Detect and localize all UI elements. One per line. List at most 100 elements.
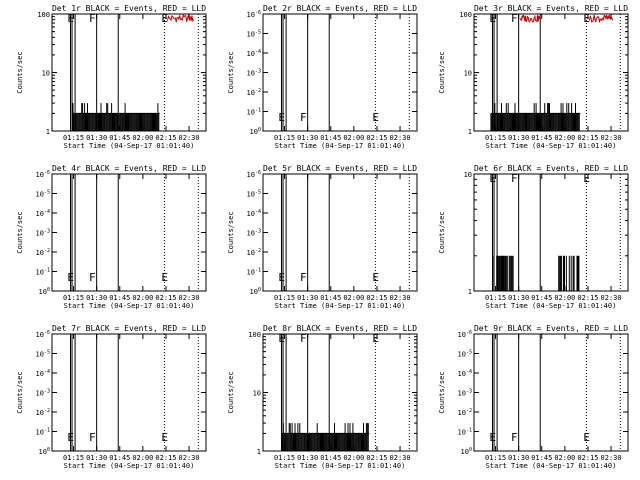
x-tick-label: 01:45	[109, 134, 130, 142]
event-marker-label: F	[511, 12, 518, 25]
panel-det-8: Det 8r BLACK = Events, RED = LLD Counts/s…	[227, 324, 418, 470]
x-axis-label: Start Time (04-Sep-17 01:01:40)	[486, 462, 617, 470]
y-tick-label: 100	[39, 287, 50, 296]
x-axis-label: Start Time (04-Sep-17 01:01:40)	[64, 302, 195, 310]
panel-det-3: Det 3r BLACK = Events, RED = LLD Counts/s…	[438, 4, 629, 150]
x-tick-label: 02:30	[390, 294, 411, 302]
y-tick-label: 10-1	[247, 268, 261, 277]
panel-title: Det 8r BLACK = Events, RED = LLD	[263, 324, 417, 333]
x-tick-label: 01:30	[508, 294, 529, 302]
y-axis-label: Counts/sec	[227, 211, 235, 253]
y-tick-label: 10-4	[36, 369, 50, 378]
panel-det-5: Det 5r BLACK = Events, RED = LLD Counts/s…	[227, 164, 418, 310]
panel-det-7: Det 7r BLACK = Events, RED = LLD Counts/s…	[16, 324, 207, 470]
panel-det-2: Det 2r BLACK = Events, RED = LLD Counts/s…	[227, 4, 418, 150]
y-tick-label: 10-6	[36, 330, 50, 339]
x-tick-label: 02:30	[601, 134, 622, 142]
event-marker-label: E	[67, 431, 74, 444]
y-tick-label: 10-6	[247, 10, 261, 19]
event-marker-label: F	[300, 271, 307, 284]
x-tick-label: 01:45	[531, 454, 552, 462]
y-axis-label: Counts/sec	[16, 371, 24, 413]
y-axis-label: Counts/sec	[438, 51, 446, 93]
event-marker-label: E	[161, 431, 168, 444]
y-tick-label: 10-3	[247, 69, 261, 78]
x-tick-label: 01:30	[297, 134, 318, 142]
event-marker-label: E	[583, 12, 590, 25]
x-tick-label: 02:15	[366, 134, 387, 142]
y-tick-label: 1	[468, 128, 472, 136]
event-marker-label: E	[489, 12, 496, 25]
y-tick-label: 100	[37, 11, 50, 19]
y-tick-label: 10-1	[458, 428, 472, 437]
panel-det-4: Det 4r BLACK = Events, RED = LLD Counts/s…	[16, 164, 207, 310]
panel-title: Det 1r BLACK = Events, RED = LLD	[52, 4, 206, 13]
event-marker-label: F	[89, 12, 96, 25]
y-tick-label: 10-4	[247, 49, 261, 58]
panel-title: Det 5r BLACK = Events, RED = LLD	[263, 164, 417, 173]
x-tick-label: 02:15	[155, 454, 176, 462]
x-axis-label: Start Time (04-Sep-17 01:01:40)	[275, 462, 406, 470]
x-tick-label: 02:00	[554, 454, 575, 462]
x-tick-label: 02:00	[554, 134, 575, 142]
event-marker-label: E	[372, 332, 379, 345]
x-tick-label: 02:15	[577, 134, 598, 142]
x-tick-label: 02:00	[132, 294, 153, 302]
x-tick-label: 01:45	[531, 134, 552, 142]
x-tick-label: 01:15	[63, 454, 84, 462]
y-tick-label: 10-5	[247, 190, 261, 199]
y-tick-label: 10-2	[247, 88, 261, 97]
event-marker-label: F	[511, 172, 518, 185]
event-marker-label: E	[161, 12, 168, 25]
y-tick-label: 10	[464, 171, 472, 179]
event-marker-label: E	[372, 111, 379, 124]
panel-det-9: Det 9r BLACK = Events, RED = LLD Counts/s…	[438, 324, 629, 470]
x-axis-label: Start Time (04-Sep-17 01:01:40)	[486, 302, 617, 310]
lld-series-line	[589, 14, 614, 23]
x-tick-label: 01:45	[531, 294, 552, 302]
x-tick-label: 01:30	[297, 454, 318, 462]
y-tick-label: 1	[257, 448, 261, 456]
y-axis-label: Counts/sec	[227, 51, 235, 93]
y-tick-label: 100	[461, 447, 472, 456]
x-tick-label: 01:45	[320, 294, 341, 302]
y-tick-label: 10-4	[36, 209, 50, 218]
x-tick-label: 02:30	[601, 294, 622, 302]
event-marker-label: E	[583, 172, 590, 185]
y-tick-label: 10-2	[458, 408, 472, 417]
y-tick-label: 10-2	[36, 408, 50, 417]
y-tick-label: 10-3	[458, 389, 472, 398]
x-tick-label: 01:15	[485, 134, 506, 142]
x-tick-label: 02:00	[132, 454, 153, 462]
y-tick-label: 10-5	[247, 30, 261, 39]
lld-series-line	[519, 13, 541, 24]
x-axis-label: Start Time (04-Sep-17 01:01:40)	[64, 462, 195, 470]
x-tick-label: 01:15	[485, 454, 506, 462]
x-tick-label: 02:15	[366, 294, 387, 302]
x-tick-label: 02:15	[366, 454, 387, 462]
x-axis-label: Start Time (04-Sep-17 01:01:40)	[275, 302, 406, 310]
event-marker-label: E	[372, 271, 379, 284]
x-tick-label: 01:15	[485, 294, 506, 302]
plot-frame	[473, 173, 629, 292]
y-tick-label: 100	[250, 127, 261, 136]
event-marker-label: F	[511, 431, 518, 444]
y-tick-label: 10-5	[458, 350, 472, 359]
x-axis-label: Start Time (04-Sep-17 01:01:40)	[64, 142, 195, 150]
event-marker-label: F	[89, 431, 96, 444]
y-tick-label: 10-2	[36, 248, 50, 257]
y-axis-label: Counts/sec	[438, 211, 446, 253]
x-tick-label: 01:15	[274, 134, 295, 142]
event-marker-label: E	[161, 271, 168, 284]
x-axis-label: Start Time (04-Sep-17 01:01:40)	[275, 142, 406, 150]
panel-title: Det 6r BLACK = Events, RED = LLD	[474, 164, 628, 173]
y-tick-label: 10-4	[247, 209, 261, 218]
y-tick-label: 10	[464, 70, 472, 78]
x-tick-label: 01:30	[508, 134, 529, 142]
y-tick-label: 10-6	[458, 330, 472, 339]
x-tick-label: 01:15	[274, 454, 295, 462]
event-marker-label: E	[278, 332, 285, 345]
y-axis-label: Counts/sec	[16, 51, 24, 93]
y-tick-label: 100	[248, 331, 261, 339]
